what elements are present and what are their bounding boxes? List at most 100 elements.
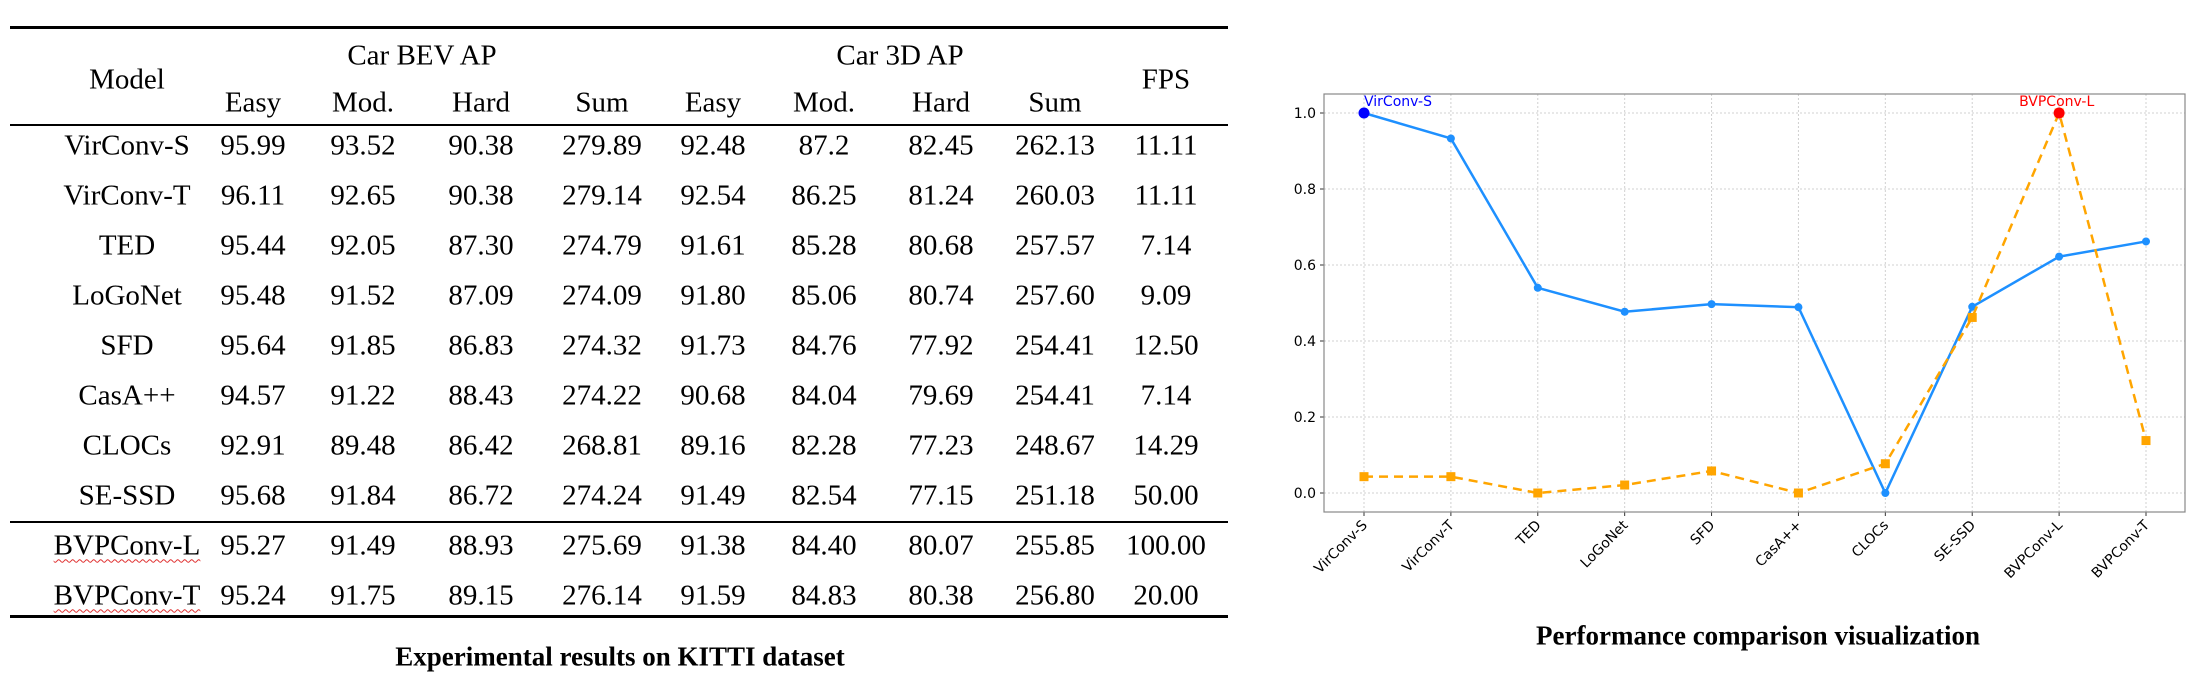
data-point xyxy=(1359,472,1369,482)
y-tick-label: 0.8 xyxy=(1294,182,1316,198)
annotation-label: VirConv-S xyxy=(1364,94,1432,110)
table-cell: 82.54 xyxy=(791,479,857,512)
table-cell: 77.92 xyxy=(908,329,974,362)
table-cell: 268.81 xyxy=(562,429,642,462)
y-tick-label: 0.6 xyxy=(1294,258,1316,274)
table-cell: 11.11 xyxy=(1134,129,1198,162)
y-tick-label: 1.0 xyxy=(1294,106,1316,122)
subheader-sum: Sum xyxy=(1028,86,1082,119)
table-cell: 85.06 xyxy=(791,279,857,312)
row-model-name: BVPConv-L xyxy=(53,529,201,562)
table-cell: 95.68 xyxy=(220,479,286,512)
y-tick-label: 0.0 xyxy=(1294,486,1316,502)
table-cell: 91.80 xyxy=(680,279,746,312)
table-cell: 87.2 xyxy=(798,129,850,162)
subheader-mod: Mod. xyxy=(792,86,856,119)
table-cell: 89.48 xyxy=(330,429,396,462)
data-point xyxy=(1880,459,1890,469)
table-cell: 274.22 xyxy=(562,379,642,412)
table-cell: 82.45 xyxy=(908,129,974,162)
row-model-name: SE-SSD xyxy=(78,479,176,512)
table-cell: 90.38 xyxy=(448,129,514,162)
series-line-fps xyxy=(1364,109,2148,495)
plot-frame xyxy=(1323,93,2186,513)
table-cell: 91.59 xyxy=(680,579,746,612)
x-tick-label: BVPConv-T xyxy=(2089,517,2153,581)
table-cell: 77.23 xyxy=(908,429,974,462)
table-cell: 89.15 xyxy=(448,579,514,612)
x-tick-label: VirConv-S xyxy=(1311,517,1370,576)
table-cell: 91.22 xyxy=(330,379,396,412)
data-point xyxy=(1620,480,1630,490)
table-cell: 94.57 xyxy=(220,379,286,412)
chart-caption: Performance comparison visualization xyxy=(1536,620,1980,651)
table-bottom-rule xyxy=(10,615,1228,618)
table-cell: 275.69 xyxy=(562,529,642,562)
data-point xyxy=(1533,488,1543,498)
table-cell: 274.32 xyxy=(562,329,642,362)
table-cell: 86.72 xyxy=(448,479,514,512)
table-cell: 91.49 xyxy=(330,529,396,562)
table-cell: 86.83 xyxy=(448,329,514,362)
table-cell: 88.93 xyxy=(448,529,514,562)
table-cell: 255.85 xyxy=(1015,529,1095,562)
table-cell: 85.28 xyxy=(791,229,857,262)
table-cell: 91.49 xyxy=(680,479,746,512)
table-cell: 7.14 xyxy=(1140,379,1192,412)
table-cell: 279.14 xyxy=(562,179,642,212)
table-cell: 254.41 xyxy=(1015,379,1095,412)
table-cell: 91.75 xyxy=(330,579,396,612)
table-cell: 80.38 xyxy=(908,579,974,612)
table-cell: 257.60 xyxy=(1015,279,1095,312)
table-cell: 274.79 xyxy=(562,229,642,262)
table-cell: 84.76 xyxy=(791,329,857,362)
table-cell: 12.50 xyxy=(1133,329,1199,362)
table-cell: 274.09 xyxy=(562,279,642,312)
table-cell: 90.68 xyxy=(680,379,746,412)
data-point xyxy=(2142,237,2150,246)
data-point xyxy=(1533,283,1542,292)
table-cell: 84.40 xyxy=(791,529,857,562)
table-cell: 92.65 xyxy=(330,179,396,212)
table-cell: 95.27 xyxy=(220,529,286,562)
data-point xyxy=(1707,300,1716,309)
x-tick-label: CasA++ xyxy=(1752,518,1805,571)
table-cell: 79.69 xyxy=(908,379,974,412)
table-cell: 91.52 xyxy=(330,279,396,312)
table-cell: 9.09 xyxy=(1140,279,1192,312)
table-cell: 91.84 xyxy=(330,479,396,512)
table-top-rule xyxy=(10,26,1228,29)
table-cell: 92.54 xyxy=(680,179,746,212)
table-cell: 86.42 xyxy=(448,429,514,462)
table-cell: 80.68 xyxy=(908,229,974,262)
subheader-mod: Mod. xyxy=(331,86,395,119)
row-model-name: SFD xyxy=(100,329,154,362)
x-tick-label: TED xyxy=(1513,518,1545,550)
data-point xyxy=(1967,312,1977,322)
table-cell: 95.44 xyxy=(220,229,286,262)
table-cell: 87.30 xyxy=(448,229,514,262)
data-point xyxy=(1446,472,1456,482)
table-cell: 256.80 xyxy=(1015,579,1095,612)
subheader-sum: Sum xyxy=(575,86,629,119)
data-point xyxy=(1968,302,1977,311)
table-cell: 92.91 xyxy=(220,429,286,462)
subheader-hard: Hard xyxy=(452,86,510,119)
x-tick-label: SE-SSD xyxy=(1931,518,1979,566)
table-cell: 262.13 xyxy=(1015,129,1095,162)
table-cell: 95.48 xyxy=(220,279,286,312)
row-model-name: VirConv-S xyxy=(64,129,190,162)
row-model-name: TED xyxy=(98,229,156,262)
x-tick-label: CLOCs xyxy=(1849,518,1892,561)
table-cell: 86.25 xyxy=(791,179,857,212)
y-tick-label: 0.4 xyxy=(1294,334,1316,350)
table-cell: 84.83 xyxy=(791,579,857,612)
data-point xyxy=(1446,134,1455,143)
table-cell: 279.89 xyxy=(562,129,642,162)
table-cell: 88.43 xyxy=(448,379,514,412)
table-cell: 92.48 xyxy=(680,129,746,162)
table-cell: 11.11 xyxy=(1134,179,1198,212)
header-fps: FPS xyxy=(1141,63,1191,96)
x-tick-label: LoGoNet xyxy=(1578,517,1632,571)
